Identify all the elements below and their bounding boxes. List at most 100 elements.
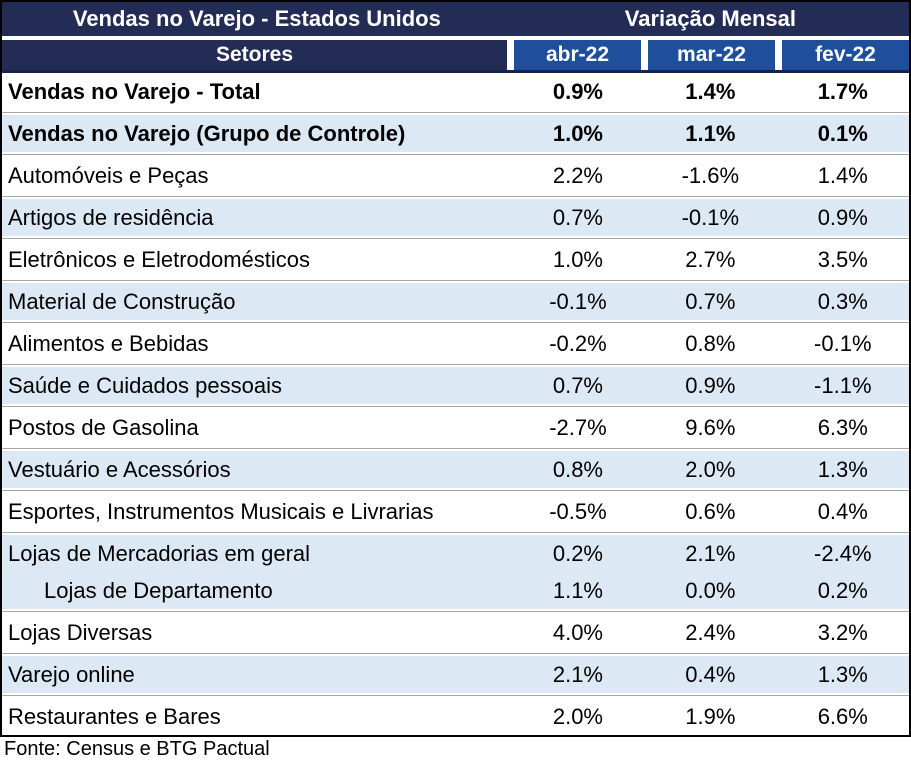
row-value: 1.1% [685, 121, 736, 146]
row-value: -0.5% [549, 499, 607, 524]
row-value: 0.9% [817, 205, 868, 230]
row-value: -0.1% [681, 205, 740, 230]
row-label: Eletrônicos e Eletrodomésticos [8, 247, 311, 272]
row-value: 0.7% [685, 289, 736, 314]
row-value: 0.1% [817, 121, 868, 146]
row-label: Lojas de Departamento [44, 578, 273, 603]
row-value: 0.7% [552, 205, 603, 230]
row-value: 3.5% [817, 247, 868, 272]
row-separator [2, 110, 909, 115]
row-label: Vestuário e Acessórios [8, 457, 231, 482]
row-value: -1.6% [681, 163, 740, 188]
table-header-band: Vendas no Varejo - Estados Unidos Variaç… [2, 2, 909, 36]
row-label: Lojas de Mercadorias em geral [8, 541, 311, 566]
table-row: Lojas de Departamento 1.1% 0.0% 0.2% [2, 572, 909, 609]
table-row: Vendas no Varejo - Total 0.9% 1.4% 1.7% [2, 73, 909, 110]
row-label: Postos de Gasolina [8, 415, 199, 440]
row-value: 2.7% [685, 247, 736, 272]
row-value: 1.4% [817, 163, 868, 188]
row-separator [2, 693, 909, 698]
row-label: Vendas no Varejo - Total [8, 79, 261, 104]
row-separator [2, 446, 909, 451]
row-value: 2.1% [685, 541, 736, 566]
row-value: 2.4% [685, 620, 736, 645]
row-value: 3.2% [817, 620, 868, 645]
monthly-variation-title: Variação Mensal [624, 6, 796, 31]
table-row: Esportes, Instrumentos Musicais e Livrar… [2, 493, 909, 530]
row-label: Vendas no Varejo (Grupo de Controle) [8, 121, 406, 146]
table-row: Varejo online 2.1% 0.4% 1.3% [2, 656, 909, 693]
row-value: -2.4% [814, 541, 872, 566]
column-header-mar-22: mar-22 [648, 40, 775, 70]
row-value: 1.4% [685, 79, 736, 104]
header-bottom-rule [2, 70, 909, 73]
row-label: Varejo online [8, 662, 135, 687]
row-value: 6.3% [817, 415, 868, 440]
table-row: Automóveis e Peças 2.2% -1.6% 1.4% [2, 157, 909, 194]
row-value: 0.6% [685, 499, 736, 524]
row-value: 1.3% [817, 457, 868, 482]
row-separator [2, 278, 909, 283]
row-value: -0.1% [814, 331, 872, 356]
row-value: -0.2% [549, 331, 607, 356]
row-value: 2.2% [552, 163, 603, 188]
row-label: Artigos de residência [8, 205, 214, 230]
row-label: Lojas Diversas [8, 620, 153, 645]
row-value: 0.8% [552, 457, 603, 482]
table-row: Alimentos e Bebidas -0.2% 0.8% -0.1% [2, 325, 909, 362]
row-separator [2, 152, 909, 157]
row-value: -0.1% [549, 289, 607, 314]
row-label: Esportes, Instrumentos Musicais e Livrar… [8, 499, 434, 524]
table-title: Vendas no Varejo - Estados Unidos [72, 6, 441, 31]
row-value: -1.1% [814, 373, 872, 398]
row-value: 1.0% [552, 121, 603, 146]
row-separator [2, 320, 909, 325]
table-row: Saúde e Cuidados pessoais 0.7% 0.9% -1.1… [2, 367, 909, 404]
column-header-abr-22: abr-22 [514, 40, 641, 70]
row-value: 2.1% [552, 662, 603, 687]
header-divider [2, 36, 909, 40]
row-value: 0.4% [817, 499, 868, 524]
row-separator [2, 236, 909, 241]
row-label: Material de Construção [8, 289, 236, 314]
row-value: 1.3% [817, 662, 868, 687]
sectors-column-header: Setores [2, 40, 507, 70]
row-value: 1.7% [817, 79, 868, 104]
retail-sales-table: Vendas no Varejo - Estados Unidos Variaç… [0, 0, 911, 737]
row-separator [2, 651, 909, 656]
table-body: Vendas no Varejo - Total 0.9% 1.4% 1.7% … [2, 73, 909, 735]
source-note: Fonte: Census e BTG Pactual [0, 737, 911, 761]
row-value: 0.2% [817, 578, 868, 603]
row-label: Automóveis e Peças [8, 163, 209, 188]
row-value: 0.3% [817, 289, 868, 314]
table-row: Vendas no Varejo (Grupo de Controle) 1.0… [2, 115, 909, 152]
row-label: Alimentos e Bebidas [8, 331, 209, 356]
row-value: 0.0% [685, 578, 736, 603]
row-value: 0.8% [685, 331, 736, 356]
table-row: Lojas Diversas 4.0% 2.4% 3.2% [2, 614, 909, 651]
row-value: 0.9% [552, 79, 603, 104]
table-row: Postos de Gasolina -2.7% 9.6% 6.3% [2, 409, 909, 446]
row-value: 4.0% [552, 620, 603, 645]
row-value: 0.9% [685, 373, 736, 398]
row-value: 6.6% [817, 704, 868, 729]
row-value: 0.4% [685, 662, 736, 687]
row-separator [2, 362, 909, 367]
table-row: Restaurantes e Bares 2.0% 1.9% 6.6% [2, 698, 909, 735]
row-separator [2, 194, 909, 199]
row-value: 9.6% [685, 415, 736, 440]
row-value: 1.1% [552, 578, 603, 603]
column-header-row: Setores abr-22 mar-22 fev-22 [2, 40, 909, 70]
table-row: Material de Construção -0.1% 0.7% 0.3% [2, 283, 909, 320]
table-row: Lojas de Mercadorias em geral 0.2% 2.1% … [2, 535, 909, 572]
row-value: 2.0% [685, 457, 736, 482]
row-value: 1.9% [685, 704, 736, 729]
row-value: -2.7% [549, 415, 607, 440]
row-value: 0.7% [552, 373, 603, 398]
column-header-fev-22: fev-22 [782, 40, 909, 70]
table-row: Eletrônicos e Eletrodomésticos 1.0% 2.7%… [2, 241, 909, 278]
row-separator [2, 488, 909, 493]
row-label: Saúde e Cuidados pessoais [8, 373, 282, 398]
row-separator [2, 530, 909, 535]
row-value: 2.0% [552, 704, 603, 729]
